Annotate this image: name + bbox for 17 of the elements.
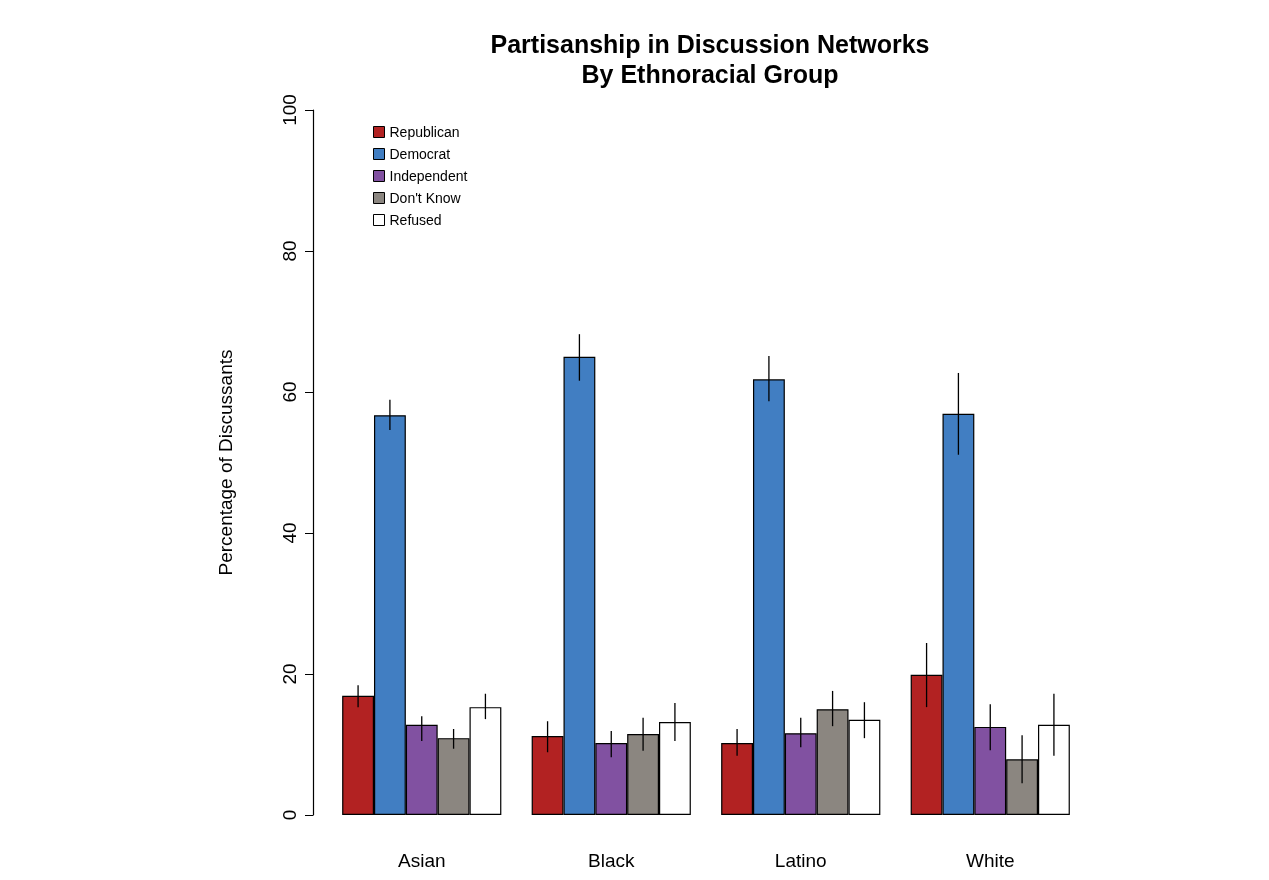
chart-title: Partisanship in Discussion Networks By Ethnoracial Group [490, 30, 930, 88]
y-tick-label: 60 [279, 381, 300, 403]
y-axis-title: Percentage of Discussants [215, 349, 236, 576]
x-tick-label: Black [588, 850, 635, 871]
x-tick-label: Latino [774, 850, 827, 871]
legend-label: Independent [389, 168, 468, 184]
legend-label: Refused [389, 212, 442, 228]
y-tick-label: 0 [279, 809, 300, 821]
y-tick-label: 40 [279, 522, 300, 544]
x-tick-label: White [965, 850, 1015, 871]
y-tick-label: 80 [279, 240, 300, 262]
legend-label: Democrat [389, 146, 451, 162]
y-tick-label: 20 [279, 663, 300, 685]
legend-label: Republican [389, 124, 460, 140]
legend-label: Don't Know [389, 190, 462, 206]
x-tick-label: Asian [397, 850, 446, 871]
y-tick-label: 100 [279, 94, 300, 126]
